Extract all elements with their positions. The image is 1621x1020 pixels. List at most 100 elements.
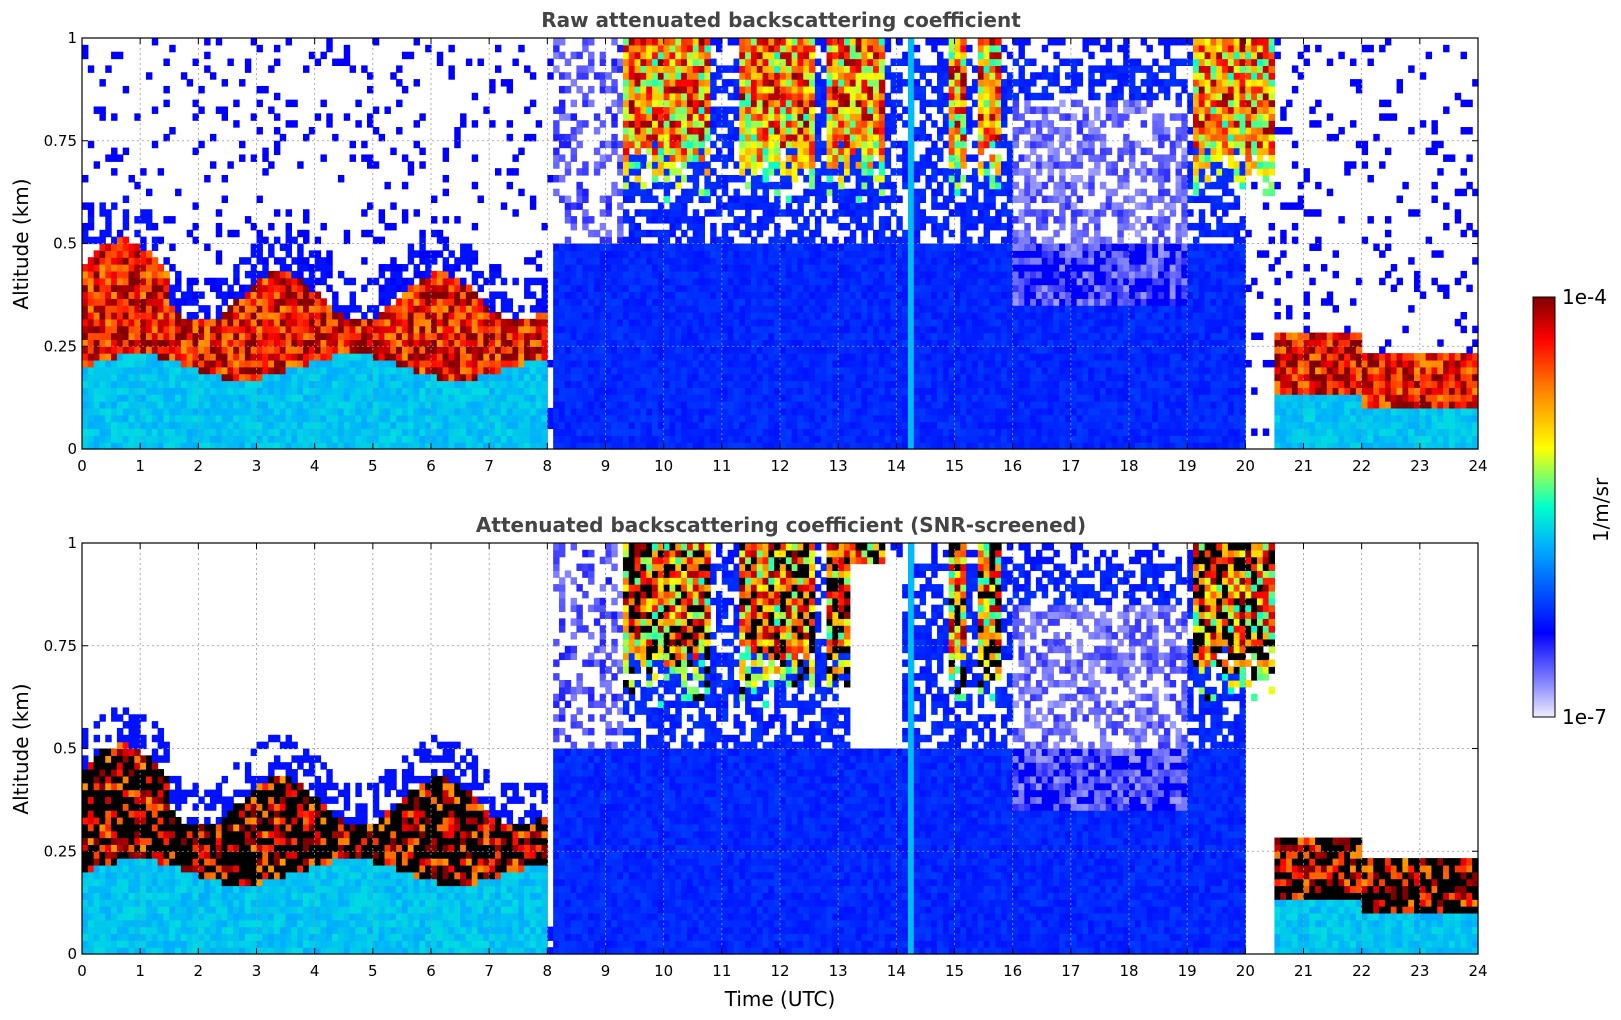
heatmap-cell [401,366,409,375]
heatmap-cell [268,161,275,169]
heatmap-cell [820,380,828,388]
heatmap-cell [180,373,188,382]
heatmap-cell [588,332,595,340]
heatmap-cell [820,401,828,409]
heatmap-cell [541,305,548,313]
heatmap-cell [646,58,653,66]
heatmap-cell [820,298,828,306]
heatmap-cell [145,353,153,361]
heatmap-cell [756,421,764,430]
heatmap-cell [524,353,531,361]
heatmap-cell [367,394,374,402]
heatmap-cell [361,407,368,416]
heatmap-cell [756,222,764,231]
heatmap-cell [227,442,234,450]
heatmap-cell [657,428,665,436]
heatmap-cell [145,339,153,347]
heatmap-cell [663,435,671,443]
heatmap-cell [128,414,135,423]
heatmap-cell [460,394,467,402]
heatmap-cell [99,401,106,409]
heatmap-cell [797,236,804,245]
heatmap-cell [814,168,822,176]
heatmap-cell [733,291,740,299]
heatmap-cell [785,325,793,334]
heatmap-cell [93,339,101,347]
heatmap-cell [93,428,101,436]
heatmap-cell [140,325,147,334]
heatmap-cell [698,332,705,340]
heatmap-cell [663,353,671,361]
heatmap-cell [477,359,484,368]
heatmap-cell [750,65,758,73]
heatmap-cell [99,366,106,375]
heatmap-cell [843,366,851,375]
heatmap-cell [698,339,705,347]
heatmap-cell [611,133,618,142]
heatmap-cell [634,188,641,197]
heatmap-cell [227,414,234,423]
heatmap-cell [838,428,845,436]
heatmap-cell [250,346,258,354]
heatmap-cell [628,44,636,53]
heatmap-cell [663,305,671,313]
heatmap-cell [564,291,572,299]
heatmap-cell [814,175,822,183]
heatmap-cell [180,339,188,347]
heatmap-cell [314,264,322,272]
heatmap-cell [250,270,258,279]
heatmap-cell [128,277,135,286]
heatmap-cell [454,133,461,142]
heatmap-cell [826,51,833,60]
heatmap-cell [500,325,508,334]
heatmap-cell [541,277,548,286]
heatmap-cell [599,435,607,443]
heatmap-cell [326,120,333,128]
heatmap-cell [407,373,415,382]
heatmap-cell [337,312,345,320]
heatmap-cell [541,366,548,375]
heatmap-cell [454,284,461,293]
heatmap-cell [692,414,700,423]
heatmap-cell [140,421,147,430]
heatmap-cell [192,373,199,382]
heatmap-cell [745,428,752,436]
heatmap-cell [535,312,543,320]
heatmap-cell [762,140,769,149]
heatmap-cell [157,298,165,306]
heatmap-cell [646,366,653,375]
heatmap-cell [529,394,537,402]
heatmap-cell [134,387,141,395]
heatmap-cell [93,366,101,375]
heatmap-cell [622,168,630,176]
heatmap-cell [442,373,450,382]
heatmap-cell [355,421,362,430]
heatmap-cell [372,127,380,135]
heatmap-cell [303,387,310,395]
heatmap-cell [448,359,455,368]
heatmap-cell [593,359,601,368]
heatmap-cell [314,257,322,265]
heatmap-cell [599,72,607,80]
heatmap-cell [337,332,345,340]
heatmap-cell [198,366,205,375]
heatmap-cell [111,387,118,395]
heatmap-cell [733,401,740,409]
heatmap-cell [105,209,112,217]
heatmap-cell [361,414,368,423]
heatmap-cell [483,312,490,320]
heatmap-cell [326,332,333,340]
heatmap-cell [291,359,298,368]
heatmap-cell [681,421,688,430]
heatmap-cell [558,366,566,375]
heatmap-cell [570,257,578,265]
heatmap-cell [273,339,281,347]
heatmap-cell [564,332,572,340]
heatmap-cell [145,407,153,416]
heatmap-cell [558,373,566,382]
heatmap-cell [401,428,409,436]
heatmap-cell [145,442,153,450]
heatmap-cell [564,257,572,265]
heatmap-cell [209,359,217,368]
heatmap-cell [140,353,147,361]
